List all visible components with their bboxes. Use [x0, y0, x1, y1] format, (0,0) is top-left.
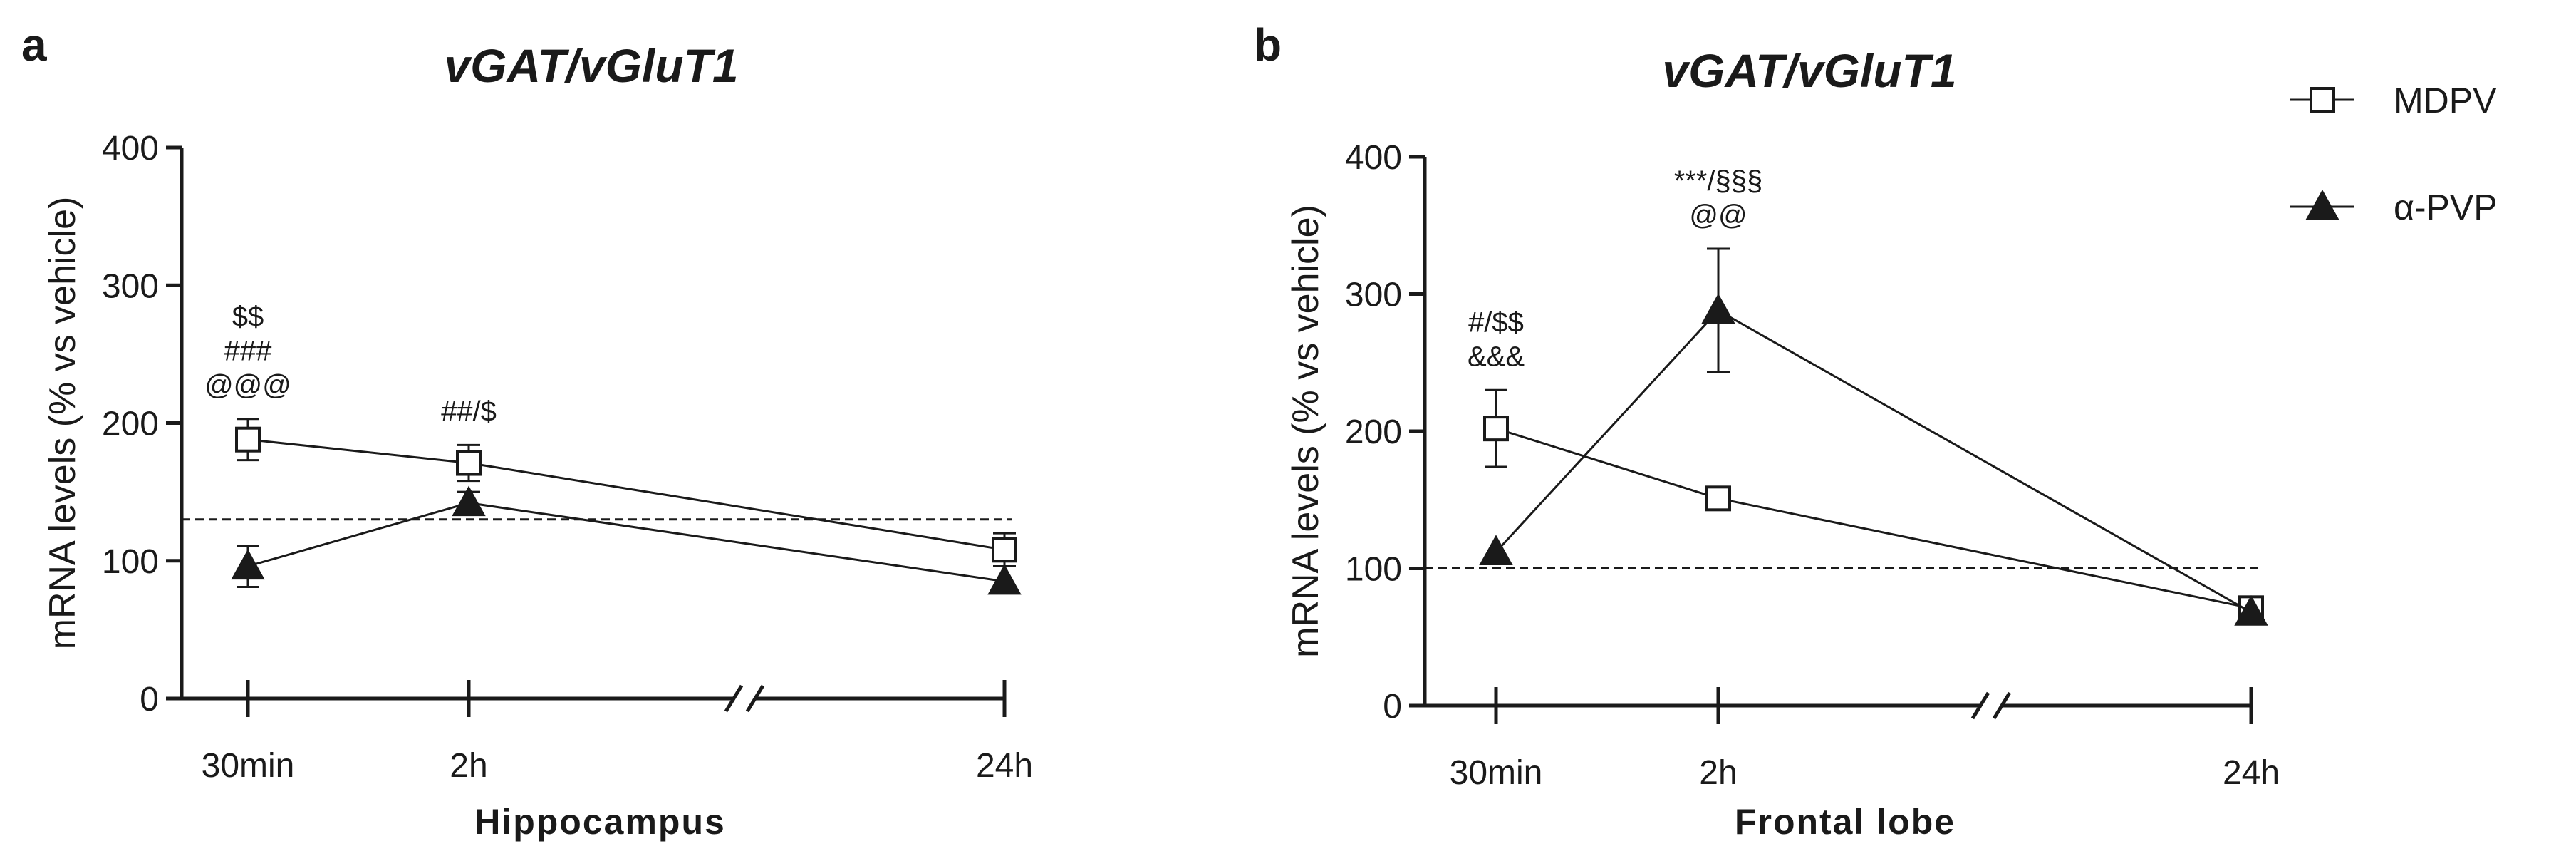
data-point	[987, 564, 1022, 595]
data-point	[231, 549, 265, 580]
axis-break-gap	[1981, 700, 2001, 711]
y-axis-label: mRNA levels (% vs vehicle)	[1285, 205, 1326, 658]
legend: MDPV α-PVP	[2290, 81, 2498, 227]
axis-break-gap	[734, 693, 754, 704]
data-point	[456, 450, 482, 476]
significance-annotation: @@@	[204, 370, 291, 401]
chart-title: vGAT/vGluT1	[444, 39, 738, 92]
x-tick-label: 2h	[450, 747, 487, 785]
y-axis-label: mRNA levels (% vs vehicle)	[42, 197, 83, 650]
chart-panel-b: b vGAT/vGluT1 0 100 200 300 400 30min 2h 24h mRNA …	[1254, 19, 2280, 842]
panel-letter: b	[1254, 19, 1282, 71]
y-tick-label: 300	[102, 267, 159, 305]
series-line	[1495, 309, 2252, 614]
y-tick-label: 200	[102, 406, 159, 443]
significance-annotation: @@	[1689, 200, 1747, 231]
series-mdpv	[1483, 388, 2264, 622]
significance-annotation: ##/$	[441, 396, 497, 427]
y-tick-label: 0	[140, 681, 159, 718]
x-tick-label: 30min	[1450, 754, 1543, 792]
panel-letter: a	[21, 19, 47, 71]
y-tick-label: 100	[102, 543, 159, 581]
y-tick-label: 400	[1345, 139, 1402, 177]
chart-title: vGAT/vGluT1	[1662, 44, 1956, 97]
series-alpha-pvp	[1479, 247, 2268, 626]
chart-panel-a: a vGAT/vGluT1 0 100 200 300 400 30min 2h 24h mRNA …	[21, 19, 1033, 842]
series-line	[1495, 427, 2252, 609]
series-alpha-pvp	[231, 485, 1022, 595]
legend-item: MDPV	[2290, 81, 2497, 120]
axis-break-mark	[1970, 691, 1990, 720]
series-mdpv	[235, 418, 1017, 567]
data-point	[2234, 595, 2268, 626]
significance-annotation: $$	[232, 301, 264, 333]
y-tick-label: 400	[102, 130, 159, 167]
significance-annotation: #/$$	[1468, 306, 1524, 338]
axis-break-mark	[745, 684, 765, 713]
x-tick-label: 24h	[2223, 754, 2280, 792]
x-axis-label: Frontal lobe	[1735, 802, 1956, 842]
legend-marker-square	[2310, 87, 2335, 113]
axis-break-mark	[724, 684, 744, 713]
data-point	[1701, 293, 1735, 324]
series-line	[247, 502, 1005, 583]
y-tick-label: 100	[1345, 551, 1402, 589]
significance-annotation: ###	[224, 336, 272, 367]
x-tick-label: 30min	[202, 747, 295, 785]
significance-annotation: &&&	[1468, 341, 1525, 372]
data-point	[452, 485, 486, 517]
data-point	[1483, 416, 1509, 442]
data-point	[1705, 485, 1731, 512]
y-tick-label: 200	[1345, 413, 1402, 451]
x-tick-label: 24h	[976, 747, 1033, 785]
y-tick-label: 0	[1383, 688, 1402, 726]
axis-break-mark	[1992, 691, 2012, 720]
data-point	[1479, 535, 1513, 565]
x-tick-label: 2h	[1699, 754, 1737, 792]
legend-item: α-PVP	[2290, 187, 2498, 227]
legend-label: α-PVP	[2394, 187, 2498, 227]
y-tick-label: 300	[1345, 277, 1402, 314]
x-axis-label: Hippocampus	[474, 802, 726, 842]
legend-marker-triangle	[2305, 189, 2339, 220]
significance-annotation: ***/§§§	[1674, 165, 1763, 197]
legend-label: MDPV	[2394, 81, 2497, 120]
data-point	[992, 537, 1017, 563]
data-point	[235, 426, 261, 453]
